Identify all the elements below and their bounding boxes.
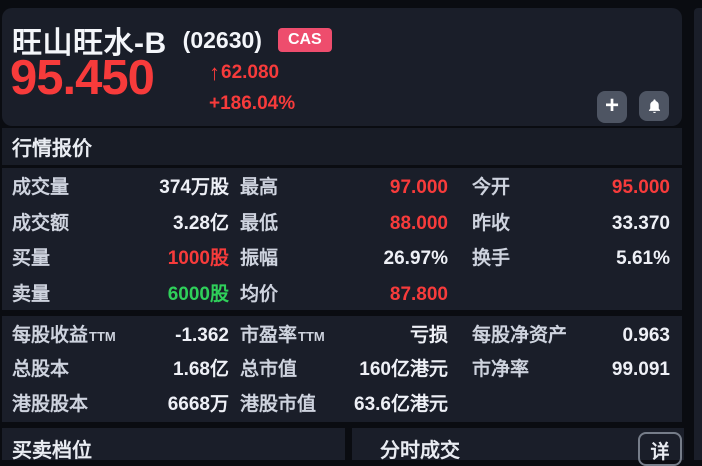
- cell-label: 港股市值: [240, 393, 317, 415]
- cell-value: 0.963: [622, 324, 670, 346]
- detail-button[interactable]: 详: [638, 432, 682, 466]
- time-sales-title: 分时成交: [380, 440, 460, 462]
- cell-label: 成交量: [12, 177, 70, 199]
- table-row: 港股股本 6668万 港股市值 63.6亿港元: [2, 385, 682, 420]
- cell-value: 160亿港元: [359, 359, 448, 381]
- quote-cell: 最低 88.000: [240, 208, 448, 235]
- quote-cell: 最高 97.000: [240, 172, 448, 199]
- section-divider: [2, 310, 682, 316]
- cell-label: 换手: [472, 248, 511, 270]
- up-arrow-icon: ↑: [209, 60, 220, 85]
- cell-value: 88.000: [389, 212, 448, 234]
- quote-cell: 今开 95.000: [472, 172, 670, 199]
- quote-cell: 买量 1000股: [12, 243, 229, 270]
- cell-value: 63.6亿港元: [354, 393, 448, 415]
- change-value: 62.080: [221, 62, 280, 84]
- cell-value: 26.97%: [383, 248, 448, 270]
- bell-icon: [646, 98, 663, 115]
- cell-label: 卖量: [12, 283, 51, 305]
- quote-panel: 行情报价 成交量 374万股 最高 97.000 今开 95.000 成交额 3…: [2, 128, 682, 422]
- adjacent-panel-edge: [694, 8, 702, 460]
- quote-cell: 总市值 160亿港元: [240, 354, 448, 381]
- ttm-suffix: TTM: [298, 328, 325, 344]
- cell-value: 5.61%: [616, 248, 670, 270]
- cell-value: 1.68亿: [173, 359, 229, 381]
- quote-cell: 卖量 6000股: [12, 279, 229, 306]
- cell-label: 今开: [472, 177, 511, 199]
- table-row: 卖量 6000股 均价 87.800: [2, 275, 682, 311]
- quote-section-title-text: 行情报价: [12, 138, 92, 160]
- cell-value: 97.000: [389, 177, 448, 199]
- cas-badge: CAS: [277, 28, 332, 52]
- current-price: 95.450: [10, 51, 155, 105]
- cell-label: 振幅: [240, 248, 279, 270]
- bid-ask-panel-header: 买卖档位: [2, 428, 345, 462]
- cell-label: 成交额: [12, 212, 70, 234]
- cell-label: 均价: [240, 283, 279, 305]
- add-to-watchlist-button[interactable]: +: [597, 91, 627, 123]
- cell-value: 95.000: [611, 177, 670, 199]
- cell-value: 1000股: [167, 248, 229, 270]
- plus-icon: +: [604, 92, 619, 119]
- cell-label: 每股净资产: [472, 324, 568, 346]
- cell-label: 每股收益TTM: [12, 324, 116, 346]
- quote-rows-trading: 成交量 374万股 最高 97.000 今开 95.000 成交额 3.28亿 …: [2, 168, 682, 310]
- cell-value: 6668万: [167, 393, 229, 415]
- quote-cell: 市净率 99.091: [472, 354, 670, 381]
- quote-section-title: 行情报价: [2, 128, 682, 168]
- quote-cell: 总股本 1.68亿: [12, 354, 229, 381]
- cell-label: 总市值: [240, 359, 298, 381]
- quote-cell: 每股净资产 0.963: [472, 320, 670, 347]
- quote-cell: 港股股本 6668万: [12, 389, 229, 416]
- cell-label: 总股本: [12, 359, 70, 381]
- cell-value: 6000股: [167, 283, 229, 305]
- table-row: 成交量 374万股 最高 97.000 今开 95.000: [2, 168, 682, 204]
- cell-label: 最高: [240, 177, 279, 199]
- cell-value: 87.800: [389, 283, 448, 305]
- table-row: 总股本 1.68亿 总市值 160亿港元 市净率 99.091: [2, 351, 682, 386]
- quote-cell: 港股市值 63.6亿港元: [240, 389, 448, 416]
- cell-value: -1.362: [175, 324, 229, 346]
- cell-value: 亏损: [409, 324, 448, 346]
- change-percent: +186.04%: [209, 92, 296, 114]
- price-change-block: ↑ 62.080 +186.04%: [209, 60, 296, 114]
- stock-header-card: 旺山旺水-B (02630) CAS 95.450 ↑ 62.080 +186.…: [2, 8, 682, 126]
- quote-cell: 每股收益TTM -1.362: [12, 320, 229, 347]
- stock-title-row: 旺山旺水-B (02630) CAS: [12, 18, 332, 62]
- quote-cell: 均价 87.800: [240, 279, 448, 306]
- quote-cell: 成交额 3.28亿: [12, 208, 229, 235]
- quote-cell: 振幅 26.97%: [240, 243, 448, 270]
- cell-label: 市净率: [472, 359, 530, 381]
- quote-cell: 昨收 33.370: [472, 208, 670, 235]
- cell-value: 33.370: [611, 212, 670, 234]
- time-sales-panel-header: 分时成交 详: [352, 428, 684, 466]
- alert-button[interactable]: [639, 91, 669, 121]
- cell-label: 最低: [240, 212, 279, 234]
- cell-value: 374万股: [159, 177, 229, 199]
- cell-label: 港股股本: [12, 393, 89, 415]
- cell-value: 3.28亿: [173, 212, 229, 234]
- stock-name: 旺山旺水-B: [12, 27, 167, 60]
- cell-value: 99.091: [611, 359, 670, 381]
- quote-cell: 市盈率TTM 亏损: [240, 320, 448, 347]
- quote-rows-fundamentals: 每股收益TTM -1.362 市盈率TTM 亏损 每股净资产 0.963 总股本…: [2, 316, 682, 420]
- cell-label: 市盈率TTM: [240, 324, 325, 346]
- quote-cell: 成交量 374万股: [12, 172, 229, 199]
- table-row: 成交额 3.28亿 最低 88.000 昨收 33.370: [2, 204, 682, 240]
- cell-label: 昨收: [472, 212, 511, 234]
- quote-cell: 换手 5.61%: [472, 243, 670, 270]
- table-row: 每股收益TTM -1.362 市盈率TTM 亏损 每股净资产 0.963: [2, 316, 682, 351]
- bid-ask-title: 买卖档位: [12, 440, 92, 462]
- cell-label: 买量: [12, 248, 51, 270]
- table-row: 买量 1000股 振幅 26.97% 换手 5.61%: [2, 239, 682, 275]
- stock-code: (02630): [182, 26, 262, 53]
- ttm-suffix: TTM: [89, 328, 116, 344]
